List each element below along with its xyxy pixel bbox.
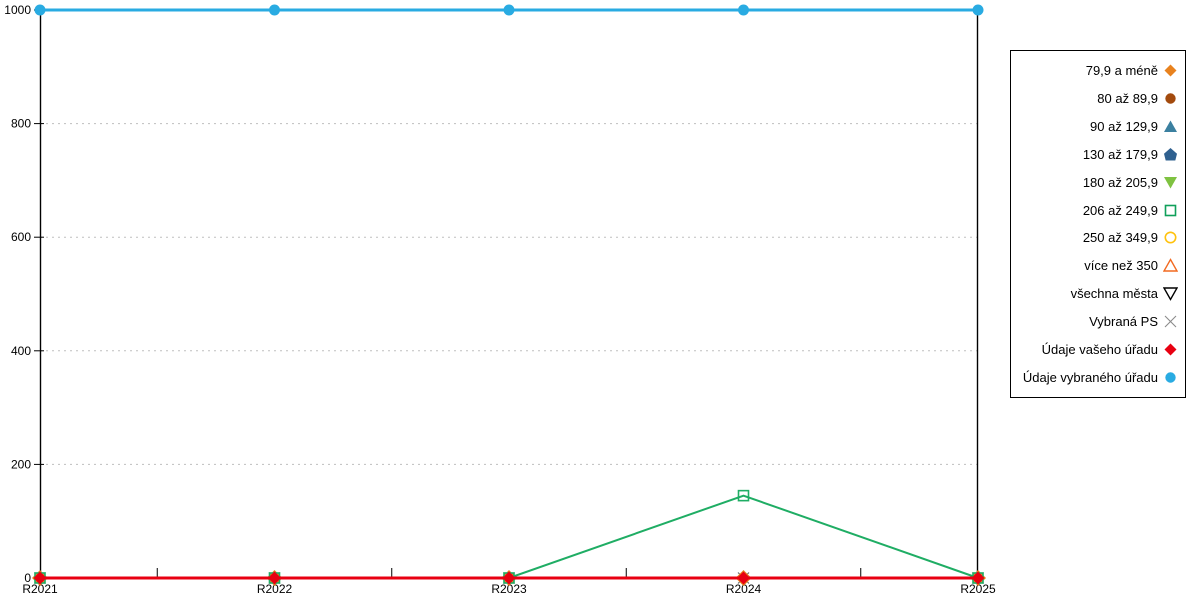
y-tick-label: 1000 bbox=[4, 3, 31, 17]
x-tick-label: R2024 bbox=[726, 582, 762, 596]
line-chart: 0 200 400 600 800 1000 R2021 R2022 R2023 R2024 R20… bbox=[4, 3, 996, 596]
series-marker-3 bbox=[268, 571, 281, 585]
legend-item: 90 až 129,9 bbox=[1015, 113, 1178, 140]
legend-item: 130 až 179,9 bbox=[1015, 141, 1178, 168]
series-marker-3 bbox=[971, 571, 985, 585]
series-line-2 bbox=[40, 494, 979, 579]
series-marker-4 bbox=[972, 4, 984, 16]
x-tick-label: R2023 bbox=[491, 582, 527, 596]
legend-marker-diamond-icon bbox=[1164, 343, 1177, 356]
legend-item: 80 až 89,9 bbox=[1015, 85, 1178, 112]
legend-item: 180 až 205,9 bbox=[1015, 169, 1178, 196]
legend-marker-circle-icon bbox=[1164, 231, 1177, 244]
legend-marker-pentagon-icon bbox=[1164, 147, 1177, 161]
legend-item: Údaje vybraného úřadu bbox=[1015, 364, 1178, 391]
series-marker-3 bbox=[737, 571, 750, 585]
legend-marker-circle-icon bbox=[1165, 93, 1176, 104]
legend-item-label: 90 až 129,9 bbox=[1090, 118, 1158, 134]
legend-marker-triangle-down-icon bbox=[1163, 287, 1178, 302]
x-tick-label: R2025 bbox=[960, 582, 996, 596]
legend-item-label: Údaje vybraného úřadu bbox=[1022, 369, 1158, 385]
legend-item: více než 350 bbox=[1015, 252, 1178, 279]
legend-item-label: Vybraná PS bbox=[1089, 314, 1158, 330]
series-marker-2 bbox=[737, 489, 750, 502]
y-tick-label: 600 bbox=[11, 230, 31, 244]
legend-item: 79,9 a méně bbox=[1015, 57, 1178, 84]
legend-item-label: více než 350 bbox=[1084, 258, 1158, 274]
legend-item: Údaje vašeho úřadu bbox=[1015, 336, 1178, 363]
y-tick-label: 800 bbox=[11, 117, 31, 131]
legend-item: 206 až 249,9 bbox=[1015, 197, 1178, 224]
x-tick-label: R2022 bbox=[257, 582, 293, 596]
legend-item-label: 250 až 349,9 bbox=[1082, 230, 1158, 246]
chart-area: 0 200 400 600 800 1000 R2021 R2022 R2023 R2024 R20… bbox=[4, 3, 996, 596]
legend-marker-square-icon bbox=[1164, 204, 1177, 216]
legend-marker-triangle-up-icon bbox=[1164, 120, 1177, 132]
legend-item-label: 206 až 249,9 bbox=[1082, 202, 1158, 218]
series-marker-3 bbox=[502, 571, 516, 585]
legend-marker-diamond-icon bbox=[1164, 64, 1177, 77]
legend-item-label: Údaje vašeho úřadu bbox=[1041, 342, 1158, 358]
series-marker-4 bbox=[738, 4, 749, 16]
legend-item-label: 130 až 179,9 bbox=[1082, 146, 1158, 162]
y-tick-label: 400 bbox=[11, 344, 31, 358]
legend-item-label: 80 až 89,9 bbox=[1097, 90, 1158, 106]
x-tick-label: R2021 bbox=[22, 582, 58, 596]
legend-marker-x-icon bbox=[1164, 315, 1177, 328]
y-tick-label: 0 bbox=[24, 571, 31, 585]
legend: 79,9 a méně 80 až 89,9 90 až 129,9 130 až 1… bbox=[1010, 50, 1186, 398]
legend-item: Vybraná PS bbox=[1015, 308, 1178, 335]
series-marker-4 bbox=[269, 4, 280, 16]
series-marker-3 bbox=[33, 571, 47, 585]
series-marker-4 bbox=[34, 4, 46, 16]
legend-item-label: všechna města bbox=[1070, 286, 1158, 302]
legend-marker-triangle-up-icon bbox=[1163, 258, 1178, 273]
series-marker-4 bbox=[503, 4, 515, 16]
legend-item: všechna města bbox=[1015, 280, 1178, 307]
legend-marker-triangle-down-icon bbox=[1164, 176, 1177, 189]
legend-item-label: 180 až 205,9 bbox=[1082, 174, 1158, 190]
legend-item: 250 až 349,9 bbox=[1015, 224, 1178, 251]
legend-marker-circle-icon bbox=[1165, 372, 1176, 383]
legend-item-label: 79,9 a méně bbox=[1085, 63, 1158, 78]
y-tick-label: 200 bbox=[11, 457, 31, 471]
